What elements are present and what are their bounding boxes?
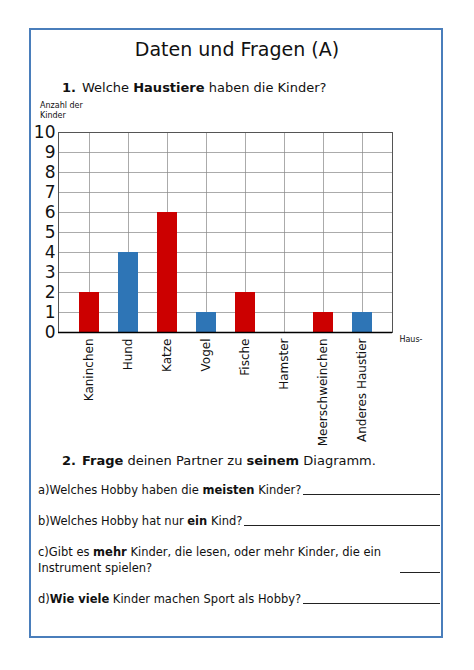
svg-text:2: 2 [45, 282, 56, 302]
svg-text:4: 4 [45, 242, 56, 262]
html-text:d) Wie viele Kinder machen Spo: d) Wie viele Kinder machen Sport als Hob… [38, 592, 302, 606]
svg-text:1: 1 [45, 302, 56, 322]
html-text:1.: 1. [62, 80, 76, 95]
svg-text:3: 3 [45, 262, 56, 282]
svg-text:5: 5 [45, 222, 56, 242]
svg-text:Fische: Fische [238, 339, 252, 376]
svg-text:Vogel: Vogel [199, 339, 213, 372]
svg-text:10: 10 [34, 124, 56, 142]
html-text:b) Welches Hobby hat nur ein K: b) Welches Hobby hat nur ein Kind? [38, 514, 243, 528]
html-text:2.: 2. [62, 453, 76, 468]
html-text:Daten und Fragen (A): Daten und Fragen (A) [134, 38, 340, 60]
svg-text:0: 0 [45, 322, 56, 342]
svg-text:Anderes Haustier: Anderes Haustier [355, 338, 369, 442]
svg-text:7: 7 [45, 182, 56, 202]
svg-text:Hund: Hund [121, 339, 135, 371]
svg-text:Kaninchen: Kaninchen [82, 339, 96, 402]
html-text:a) Welches Hobby haben die mei: a) Welches Hobby haben die meisten Kinde… [38, 483, 302, 497]
svg-text:Katze: Katze [160, 339, 174, 372]
svg-text:Hamster: Hamster [277, 338, 291, 389]
svg-text:Meerschweinchen: Meerschweinchen [316, 339, 330, 447]
html-text:c) Gibt es mehr Kinder, die le: c) Gibt es mehr Kinder, die lesen, oder … [38, 545, 381, 575]
svg-text:6: 6 [45, 202, 56, 222]
svg-text:8: 8 [45, 162, 56, 182]
html-text:Anzahl der Kinder: Anzahl der Kinder [40, 101, 83, 120]
svg-text:9: 9 [45, 142, 56, 162]
html-text:Welche Haustiere haben die Kin: Welche Haustiere haben die Kinder? [82, 80, 327, 95]
html-text:Frage deinen Partner zu seinem: Frage deinen Partner zu seinem Diagramm. [82, 453, 376, 468]
svg-text:Haus-: Haus- [399, 335, 422, 344]
